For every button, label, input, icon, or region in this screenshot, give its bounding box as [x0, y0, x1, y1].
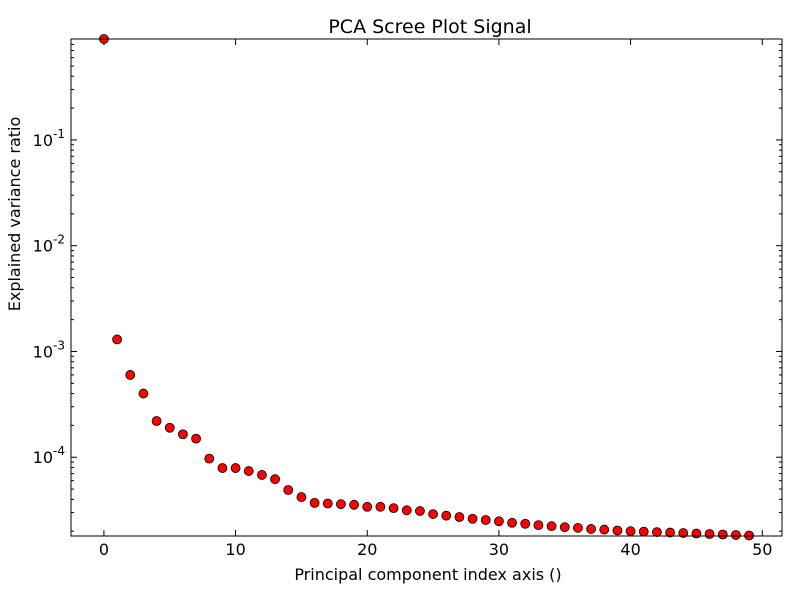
- y-tick-label: 10-3: [33, 338, 65, 361]
- data-point: [533, 520, 544, 531]
- data-point: [178, 429, 188, 440]
- data-point: [151, 416, 162, 426]
- data-point: [573, 522, 583, 533]
- data-point: [243, 466, 254, 476]
- data-point: [612, 525, 623, 536]
- y-tick-label: 10-2: [33, 233, 65, 256]
- data-point: [454, 512, 465, 522]
- data-point: [362, 501, 373, 512]
- data-point: [204, 453, 215, 464]
- data-point: [270, 474, 280, 485]
- y-tick-base: 10: [33, 342, 53, 361]
- data-point: [401, 505, 412, 516]
- data-point: [599, 524, 610, 535]
- chart-title: PCA Scree Plot Signal: [328, 16, 531, 38]
- data-point: [467, 513, 478, 524]
- y-tick-base: 10: [33, 237, 53, 256]
- x-axis: 0 10 20 30 40 50: [99, 39, 772, 559]
- x-tick-label: 20: [357, 540, 377, 559]
- x-tick-label: 10: [225, 540, 245, 559]
- data-point: [349, 499, 359, 510]
- data-point: [586, 524, 596, 534]
- data-point: [494, 516, 504, 527]
- y-tick-base: 10: [33, 448, 53, 467]
- y-tick-exponent: -3: [53, 338, 65, 352]
- data-point: [625, 526, 636, 537]
- data-point: [309, 498, 320, 508]
- x-tick-label: 30: [489, 540, 509, 559]
- data-point: [375, 501, 386, 512]
- y-axis-label: Explained variance ratio: [5, 117, 24, 312]
- data-point: [731, 530, 741, 540]
- data-point: [480, 515, 491, 525]
- x-axis-label: Principal component index axis (): [294, 565, 561, 584]
- data-point: [559, 522, 570, 533]
- data-point: [652, 527, 662, 537]
- x-tick-label: 40: [620, 540, 640, 559]
- y-tick-label: 10-4: [33, 444, 65, 467]
- data-point: [388, 503, 399, 514]
- data-point: [191, 433, 201, 444]
- data-point: [125, 370, 136, 380]
- data-point: [336, 499, 346, 510]
- data-point: [428, 509, 438, 519]
- y-tick-exponent: -4: [53, 444, 65, 458]
- y-tick-exponent: -1: [53, 127, 65, 141]
- data-point: [112, 334, 122, 345]
- data-point: [665, 527, 675, 538]
- data-point: [217, 463, 228, 473]
- data-point: [296, 492, 307, 502]
- data-point: [717, 529, 728, 540]
- data-point: [164, 422, 175, 433]
- data-point: [546, 521, 557, 532]
- x-tick-label: 0: [99, 540, 109, 559]
- data-point: [283, 485, 294, 495]
- plot-frame: [70, 38, 783, 537]
- data-point: [507, 517, 517, 528]
- x-tick-label: 50: [752, 540, 772, 559]
- data-point: [691, 528, 702, 539]
- data-point: [638, 526, 649, 537]
- data-point: [744, 530, 754, 541]
- data-point: [704, 529, 715, 539]
- y-tick-label: 10-1: [33, 127, 65, 150]
- data-point: [520, 518, 531, 529]
- data-point: [138, 388, 149, 399]
- data-point: [257, 470, 267, 480]
- data-point: [415, 506, 425, 516]
- data-point: [441, 510, 452, 521]
- data-point: [322, 498, 333, 509]
- data-point: [678, 528, 689, 538]
- data-point: [230, 463, 241, 473]
- y-tick-exponent: -2: [53, 233, 65, 247]
- y-tick-base: 10: [33, 131, 53, 150]
